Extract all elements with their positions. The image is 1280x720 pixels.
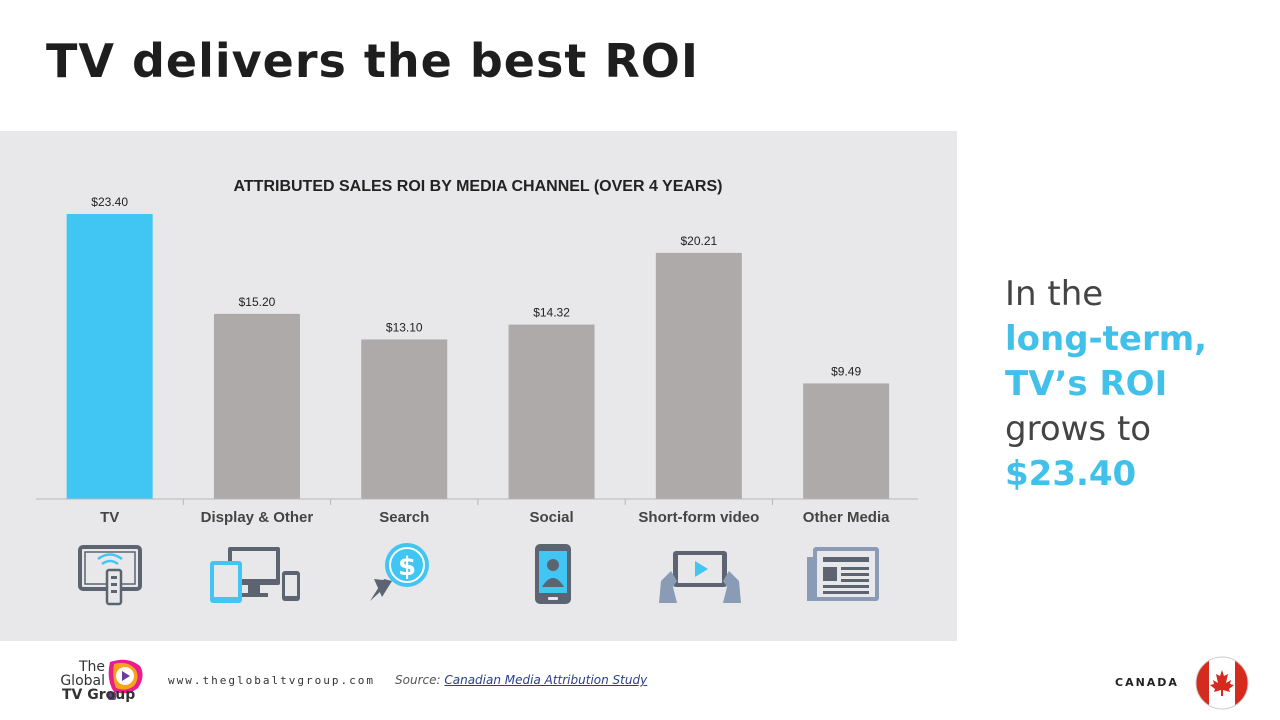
global-tv-group-logo-icon: [108, 659, 143, 700]
svg-text:$: $: [398, 552, 416, 582]
devices-icon: [210, 547, 300, 603]
bar-3: [508, 324, 595, 499]
bar-value-label-5: $9.49: [831, 364, 861, 378]
category-label-4: Short-form video: [638, 509, 759, 526]
canada-flag-icon: [1195, 656, 1249, 710]
chart-title: ATTRIBUTED SALES ROI BY MEDIA CHANNEL (O…: [234, 178, 723, 195]
country-label: CANADA: [1115, 676, 1179, 689]
bar-value-label-1: $15.20: [239, 295, 276, 309]
category-label-5: Other Media: [803, 509, 890, 526]
callout-line-5: $23.40: [1005, 454, 1137, 494]
bar-2: [361, 339, 448, 499]
logo-text: The Global TV Group: [60, 659, 136, 703]
bar-value-label-3: $14.32: [533, 306, 570, 320]
callout-line-2: long-term,: [1005, 319, 1208, 359]
smartphone-user-icon: [535, 544, 571, 604]
search-dollar-icon: $: [370, 543, 429, 601]
chart-panel: ATTRIBUTED SALES ROI BY MEDIA CHANNEL (O…: [0, 131, 957, 641]
source-link[interactable]: Canadian Media Attribution Study: [444, 673, 648, 687]
bar-value-label-4: $20.21: [680, 234, 717, 248]
bar-value-label-0: $23.40: [91, 195, 128, 209]
category-label-3: Social: [529, 509, 573, 526]
smart-tv-remote-icon: [78, 545, 142, 606]
logo-line-1: The: [78, 659, 105, 675]
website-link[interactable]: www.theglobaltvgroup.com: [168, 674, 375, 687]
logo-line-3: TV Group: [62, 687, 136, 703]
callout-line-1: In the: [1005, 274, 1104, 314]
category-label-2: Search: [379, 509, 429, 526]
callout-line-4: grows to: [1005, 409, 1152, 449]
callout-line-3: TV’s ROI: [1005, 364, 1168, 404]
source-note: Source: Canadian Media Attribution Study: [395, 673, 647, 687]
roi-callout: In the long-term, TV’s ROI grows to $23.…: [1005, 272, 1207, 497]
category-label-0: TV: [100, 509, 119, 526]
category-label-1: Display & Other: [201, 509, 314, 526]
bar-value-label-2: $13.10: [386, 320, 423, 334]
logo-line-2: Global: [60, 673, 105, 689]
bar-0: [66, 214, 153, 499]
roi-bar-chart: ATTRIBUTED SALES ROI BY MEDIA CHANNEL (O…: [36, 178, 918, 526]
source-label: Source:: [395, 673, 441, 687]
bar-1: [213, 313, 300, 499]
tablet-video-icon: [659, 551, 741, 603]
newspaper-icon: [807, 547, 879, 601]
slide-title: TV delivers the best ROI: [46, 34, 700, 88]
bar-4: [655, 252, 742, 499]
bar-5: [803, 383, 890, 499]
